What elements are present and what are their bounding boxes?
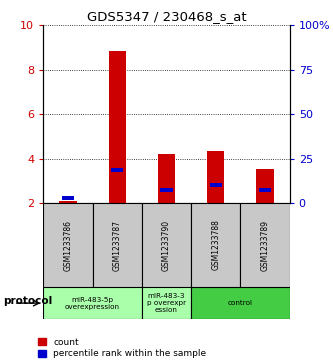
Bar: [210, 183, 222, 188]
Title: GDS5347 / 230468_s_at: GDS5347 / 230468_s_at: [87, 10, 246, 23]
Bar: [161, 188, 172, 192]
Text: GSM1233787: GSM1233787: [113, 220, 122, 270]
Text: control: control: [228, 300, 253, 306]
Text: protocol: protocol: [3, 296, 53, 306]
Bar: [109, 51, 126, 203]
Bar: [142, 203, 191, 287]
Bar: [93, 203, 142, 287]
Bar: [207, 151, 224, 203]
Text: miR-483-3
p overexpr
ession: miR-483-3 p overexpr ession: [147, 293, 186, 313]
Bar: [240, 203, 290, 287]
Bar: [191, 203, 240, 287]
Bar: [62, 196, 74, 200]
Text: miR-483-5p
overexpression: miR-483-5p overexpression: [65, 297, 120, 310]
Bar: [142, 287, 191, 319]
Text: GSM1233790: GSM1233790: [162, 220, 171, 270]
Text: GSM1233788: GSM1233788: [211, 220, 220, 270]
Bar: [191, 287, 290, 319]
Bar: [43, 287, 142, 319]
Bar: [111, 168, 123, 172]
Bar: [259, 188, 271, 192]
Bar: [59, 201, 77, 203]
Bar: [43, 203, 93, 287]
Legend: count, percentile rank within the sample: count, percentile rank within the sample: [38, 338, 206, 359]
Text: GSM1233789: GSM1233789: [260, 220, 270, 270]
Text: GSM1233786: GSM1233786: [63, 220, 73, 270]
Bar: [158, 154, 175, 203]
Bar: [256, 169, 274, 203]
